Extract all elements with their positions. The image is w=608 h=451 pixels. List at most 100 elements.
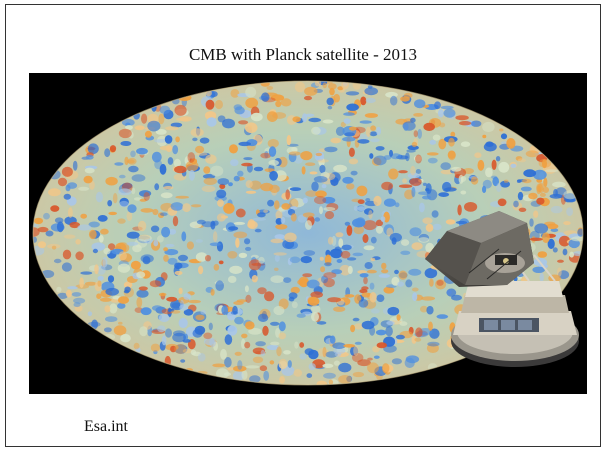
cmb-speckle [147, 120, 161, 132]
cmb-speckle [352, 317, 360, 322]
cmb-speckle [255, 341, 266, 347]
figure-svg [32, 80, 584, 386]
cmb-speckle [550, 228, 559, 233]
cmb-speckle [358, 134, 369, 141]
cmb-speckle [170, 345, 177, 353]
cmb-speckle [423, 122, 436, 131]
cmb-speckle [314, 196, 327, 205]
cmb-speckle [547, 238, 555, 249]
cmb-speckle [117, 263, 131, 273]
cmb-speckle [455, 220, 468, 225]
cmb-speckle [438, 138, 447, 150]
cmb-speckle [165, 126, 179, 131]
cmb-speckle [482, 121, 495, 133]
cmb-speckle [411, 186, 416, 198]
cmb-speckle [170, 310, 181, 314]
cmb-speckle [79, 277, 84, 289]
cmb-speckle [353, 225, 364, 235]
cmb-speckle [134, 125, 145, 131]
cmb-speckle [234, 351, 242, 356]
cmb-speckle [319, 206, 323, 215]
cmb-speckle [68, 207, 73, 218]
cmb-speckle [107, 200, 113, 207]
cmb-speckle [381, 269, 389, 274]
cmb-speckle [497, 198, 507, 207]
cmb-speckle [212, 220, 219, 226]
cmb-speckle [117, 218, 126, 224]
cmb-speckle [471, 120, 482, 127]
cmb-speckle [120, 334, 131, 343]
cmb-speckle [412, 292, 418, 302]
cmb-speckle [194, 325, 206, 335]
cmb-speckle [268, 159, 279, 166]
cmb-speckle [459, 121, 472, 126]
cmb-speckle [338, 238, 344, 248]
cmb-speckle [397, 281, 405, 287]
cmb-speckle [281, 203, 291, 210]
cmb-speckle [260, 152, 272, 159]
cmb-speckle [172, 145, 179, 155]
cmb-speckle [233, 231, 248, 239]
cmb-speckle [558, 235, 571, 247]
cmb-speckle [577, 228, 583, 237]
cmb-speckle [266, 344, 279, 351]
cmb-speckle [316, 380, 328, 385]
cmb-speckle [563, 193, 577, 202]
cmb-speckle [398, 170, 408, 174]
cmb-speckle [73, 302, 81, 308]
cmb-speckle [451, 294, 462, 301]
cmb-speckle [294, 341, 299, 349]
cmb-speckle [117, 296, 130, 304]
cmb-speckle [105, 316, 118, 322]
cmb-speckle [315, 152, 323, 157]
cmb-speckle [544, 221, 556, 226]
cmb-speckle [327, 297, 341, 303]
cmb-speckle [357, 206, 366, 211]
cmb-speckle [307, 296, 320, 306]
cmb-speckle [56, 221, 64, 233]
cmb-speckle [424, 268, 438, 279]
cmb-speckle [388, 168, 399, 180]
cmb-speckle [383, 286, 395, 294]
cmb-speckle [446, 288, 457, 297]
cmb-speckle [161, 335, 167, 346]
cmb-speckle [275, 218, 283, 225]
cmb-speckle [539, 272, 544, 283]
cmb-speckle [158, 313, 170, 323]
cmb-speckle [445, 219, 456, 225]
cmb-speckle [416, 250, 430, 258]
cmb-speckle [371, 157, 382, 166]
cmb-speckle [126, 231, 140, 239]
cmb-speckle [427, 157, 438, 164]
cmb-speckle [370, 257, 376, 262]
cmb-speckle [541, 232, 550, 244]
cmb-speckle [125, 125, 133, 130]
cmb-speckle [350, 324, 356, 333]
cmb-speckle [249, 375, 261, 383]
cmb-speckle [66, 289, 72, 298]
cmb-speckle [308, 363, 316, 371]
cmb-speckle [399, 321, 408, 326]
cmb-speckle [174, 104, 187, 116]
cmb-speckle [498, 161, 510, 173]
cmb-speckle [179, 304, 189, 311]
cmb-speckle [411, 287, 419, 292]
cmb-speckle [552, 247, 558, 253]
cmb-speckle [182, 203, 191, 213]
cmb-speckle [166, 296, 178, 302]
cmb-speckle [323, 272, 337, 279]
cmb-speckle [436, 314, 449, 319]
cmb-speckle [160, 192, 173, 199]
cmb-speckle [371, 308, 380, 314]
cmb-speckle [250, 112, 263, 122]
cmb-speckle [308, 117, 322, 123]
cmb-speckle [139, 326, 148, 337]
cmb-speckle [343, 118, 351, 124]
cmb-speckle [139, 198, 147, 202]
cmb-speckle [258, 256, 265, 264]
cmb-speckle [310, 305, 321, 314]
cmb-speckle [130, 150, 136, 158]
cmb-speckle [63, 193, 71, 200]
cmb-speckle [506, 138, 516, 149]
cmb-speckle [237, 170, 244, 177]
